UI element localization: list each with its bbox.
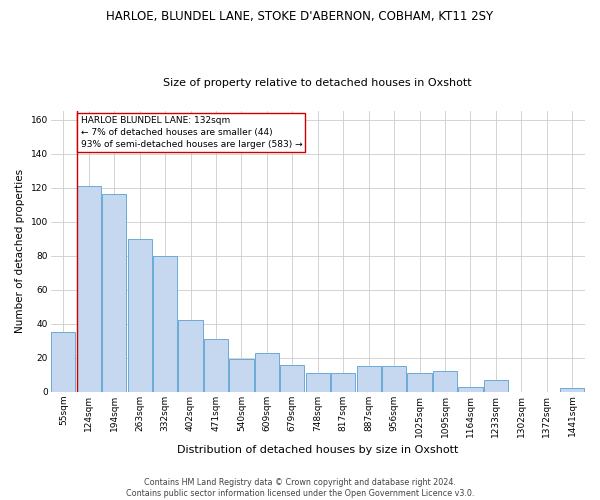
Bar (331, 373, 355, 392)
Bar (51, 332, 76, 392)
Bar (407, 373, 431, 392)
Bar (433, 372, 457, 392)
Bar (204, 339, 228, 392)
Bar (306, 373, 330, 392)
Text: HARLOE BLUNDEL LANE: 132sqm
← 7% of detached houses are smaller (44)
93% of semi: HARLOE BLUNDEL LANE: 132sqm ← 7% of deta… (80, 116, 302, 148)
Bar (484, 380, 508, 392)
Bar (128, 238, 152, 392)
Text: HARLOE, BLUNDEL LANE, STOKE D'ABERNON, COBHAM, KT11 2SY: HARLOE, BLUNDEL LANE, STOKE D'ABERNON, C… (106, 10, 494, 23)
Bar (356, 366, 381, 392)
Bar (382, 366, 406, 392)
Bar (229, 360, 254, 392)
Y-axis label: Number of detached properties: Number of detached properties (15, 170, 25, 334)
Bar (102, 194, 126, 392)
Bar (280, 364, 304, 392)
X-axis label: Distribution of detached houses by size in Oxshott: Distribution of detached houses by size … (177, 445, 458, 455)
Bar (458, 386, 482, 392)
Bar (77, 186, 101, 392)
Bar (153, 256, 177, 392)
Bar (560, 388, 584, 392)
Bar (178, 320, 203, 392)
Text: Contains HM Land Registry data © Crown copyright and database right 2024.
Contai: Contains HM Land Registry data © Crown c… (126, 478, 474, 498)
Bar (255, 352, 279, 392)
Title: Size of property relative to detached houses in Oxshott: Size of property relative to detached ho… (163, 78, 472, 88)
